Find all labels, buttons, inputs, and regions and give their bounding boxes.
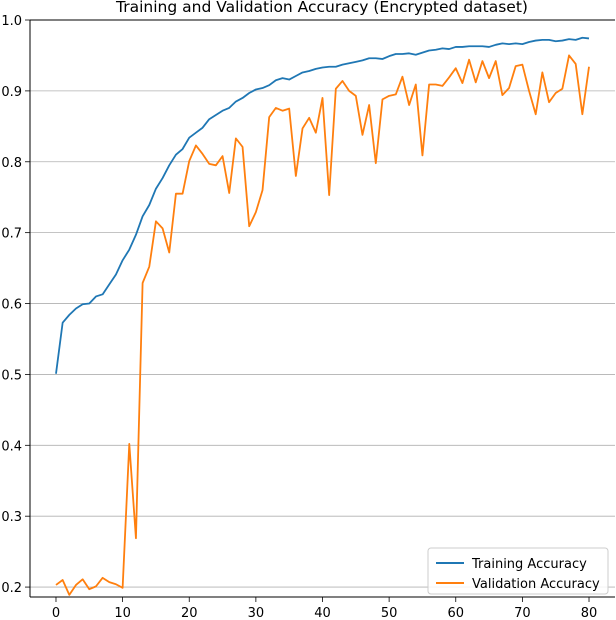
y-tick-label: 0.9: [1, 85, 22, 100]
chart-legend: Training Accuracy Validation Accuracy: [427, 547, 609, 595]
y-tick-label: 0.4: [1, 439, 22, 454]
x-tick-label: 60: [447, 606, 464, 620]
x-tick-label: 80: [581, 606, 598, 620]
y-tick-label: 0.5: [1, 368, 22, 383]
y-tick-label: 0.6: [1, 298, 22, 313]
x-tick-label: 30: [248, 606, 265, 620]
validation-accuracy-line: [55, 54, 590, 596]
x-tick-label: 20: [181, 606, 198, 620]
series-lines: [55, 36, 590, 596]
y-tick-label: 0.2: [1, 581, 22, 596]
legend-validation-label: Validation Accuracy: [472, 577, 600, 592]
x-tick-label: 0: [52, 606, 60, 620]
legend-training-label: Training Accuracy: [471, 557, 587, 572]
x-tick-label: 40: [314, 606, 331, 620]
training-accuracy-line: [55, 36, 590, 374]
y-tick-label: 0.3: [1, 510, 22, 525]
series-0: [55, 36, 590, 374]
chart-title: Training and Validation Accuracy (Encryp…: [115, 0, 528, 16]
y-tick-label: 0.7: [1, 227, 22, 242]
axes: 0.2 0.3 0.4 0.5 0.6 0.7 0.8 0.9 1.0 0 10 20 30 40 50 60…: [1, 14, 615, 620]
y-tick-label: 1.0: [1, 14, 22, 29]
x-tick-label: 10: [114, 606, 131, 620]
series-1: [55, 54, 590, 596]
x-tick-label: 50: [381, 606, 398, 620]
legend-box: [427, 547, 609, 595]
x-tick-label: 70: [514, 606, 531, 620]
y-tick-label: 0.8: [1, 156, 22, 171]
